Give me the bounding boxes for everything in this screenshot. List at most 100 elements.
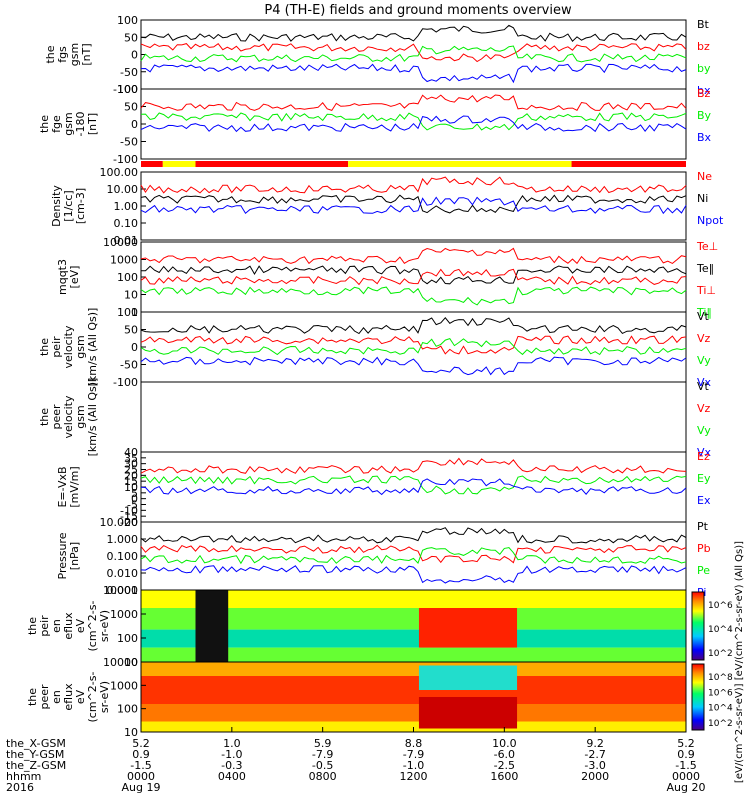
y-tick-label: 10 <box>124 481 138 494</box>
series-trace <box>140 338 687 356</box>
y-tick-label: 20 <box>124 469 138 482</box>
heatmap-band <box>141 721 686 732</box>
y-axis-label: peer <box>38 684 51 710</box>
y-tick-label: 50 <box>124 31 138 44</box>
panel-9: 10000 1000 100 10 the peir en eflux eV (cm^2-s-sr… <box>26 584 687 669</box>
y-tick-label: 40 <box>124 446 138 459</box>
legend-entry: Vx <box>697 446 712 459</box>
x-row-label: 2016 <box>6 781 34 794</box>
y-tick-label: 15 <box>124 475 138 488</box>
x-tick-label: -0.5 <box>312 759 333 772</box>
series-trace <box>140 24 687 42</box>
colorbar-tick-label: 10^2 <box>708 719 733 729</box>
legend-entry: Vt <box>697 380 710 393</box>
y-tick-label: 10 <box>124 289 138 302</box>
series-trace <box>140 475 687 495</box>
y-tick-label: 10 <box>124 656 138 669</box>
series-trace <box>140 547 687 565</box>
y-tick-label: 100 <box>117 632 138 645</box>
series-trace <box>140 356 687 376</box>
series-trace <box>140 544 687 564</box>
x-tick-label: 2000 <box>581 770 609 783</box>
legend-entry: Te⊥ <box>696 240 718 253</box>
legend-entry: bx <box>697 84 711 97</box>
x-tick-label: 0.9 <box>132 748 150 761</box>
y-tick-label: 35 <box>124 452 138 465</box>
panel-frame <box>140 381 687 453</box>
y-axis-label: [cm-3] <box>74 188 87 224</box>
x-tick-label: 5.2 <box>132 737 150 750</box>
series-trace <box>140 194 687 214</box>
y-axis-label: Density <box>50 185 63 227</box>
y-axis-label: eV <box>74 618 87 633</box>
y-axis-label: peer <box>50 404 63 430</box>
heatmap-band <box>141 590 686 608</box>
series-trace <box>140 265 687 285</box>
y-axis-label: Pressure <box>56 532 69 579</box>
y-tick-label: 100 <box>117 703 138 716</box>
heatmap-region <box>418 697 518 729</box>
y-axis-label: [nT] <box>80 43 93 65</box>
legend-entry: Ni <box>697 192 708 205</box>
legend-entry: Vx <box>697 376 712 389</box>
legend-entry: Ez <box>697 450 710 463</box>
y-axis-label: the <box>38 338 51 356</box>
y-tick-label: 0 <box>131 493 138 506</box>
y-axis-label: velocity <box>62 395 75 438</box>
y-tick-label: -50 <box>120 66 138 79</box>
panel-3: 100.00 10.00 1.00 0.10 0.01 Density [1/cc] [cm-… <box>50 166 724 247</box>
x-tick-label: -0.3 <box>221 759 242 772</box>
heatmap-gap <box>195 590 229 662</box>
y-tick-label: -100 <box>113 376 138 389</box>
y-tick-label: -20 <box>120 516 138 529</box>
heatmap-band <box>141 704 686 722</box>
y-tick-label: 100.00 <box>100 166 139 179</box>
x-tick-label: 8.8 <box>405 737 423 750</box>
y-axis-label: sr-eV) <box>98 681 111 713</box>
x-tick-label: 0.9 <box>677 748 695 761</box>
colorbar-tick-label: 10^4 <box>708 704 733 714</box>
y-axis-label: [km/s (All Qs)] <box>86 308 99 387</box>
y-tick-label: 5 <box>131 487 138 500</box>
y-axis-label: E=-VxB <box>56 466 69 507</box>
y-tick-label: 100 <box>117 83 138 96</box>
y-axis-label: [1/cc] <box>62 190 75 221</box>
y-tick-label: 100 <box>117 306 138 319</box>
x-row-label: the_Y-GSM <box>6 748 64 761</box>
x-tick-label: Aug 20 <box>667 781 706 794</box>
legend-entry: Bt <box>697 18 710 31</box>
x-tick-label: 1.0 <box>223 737 241 750</box>
series-trace <box>140 43 687 63</box>
x-tick-label: 1200 <box>400 770 428 783</box>
colorbar-tick-label: 10^2 <box>708 649 733 659</box>
mode-bar-segment <box>195 161 349 167</box>
y-tick-label: -50 <box>120 359 138 372</box>
y-axis-label: peir <box>38 615 51 637</box>
x-tick-label: -2.5 <box>494 759 515 772</box>
series-trace <box>140 268 687 286</box>
legend-entry: Pt <box>697 520 709 533</box>
legend-entry: Ti‖ <box>696 306 712 319</box>
y-axis-label: [mV/m] <box>68 466 81 507</box>
series-trace <box>140 478 687 496</box>
y-axis-label: eV <box>74 689 87 704</box>
x-row-label: hhmm <box>6 770 41 783</box>
series-trace <box>140 45 687 63</box>
x-tick-label: 9.2 <box>586 737 604 750</box>
colorbar-tick-label: 10^6 <box>708 688 733 698</box>
y-tick-label: -10 <box>120 504 138 517</box>
legend-entry: Vy <box>697 424 711 437</box>
legend-entry: Ex <box>697 494 711 507</box>
y-tick-label: 1.000 <box>107 533 139 546</box>
legend-entry: Pe <box>697 564 710 577</box>
mode-bar-segment <box>571 161 686 167</box>
legend-entry: Vz <box>697 402 711 415</box>
y-tick-label: -100 <box>113 153 138 166</box>
mode-bar <box>141 161 686 167</box>
y-tick-label: 10.000 <box>100 516 139 529</box>
y-axis-label: [nPa] <box>68 542 81 570</box>
y-axis-label: sr-eV) <box>98 610 111 642</box>
panel-frame <box>140 171 687 241</box>
